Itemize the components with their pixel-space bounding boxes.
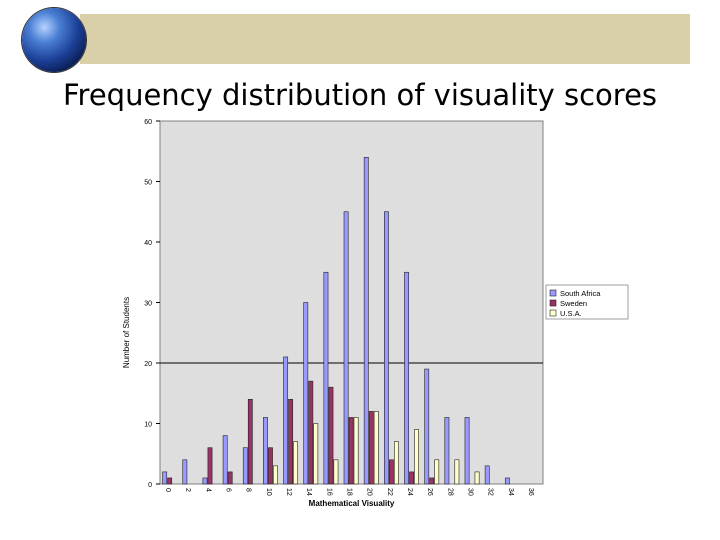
bar-southafrica-6: [222, 435, 228, 485]
bar-southafrica-14: [303, 302, 309, 485]
bar-southafrica-30: [464, 417, 470, 485]
x-tick-label: 24: [406, 488, 413, 496]
y-tick-label: 40: [144, 240, 152, 247]
bar-sweden-20: [368, 411, 374, 485]
bar-sweden-10: [268, 447, 273, 485]
bar-sweden-4: [207, 447, 213, 485]
bar-southafrica-34: [504, 477, 510, 485]
bar-southafrica-8: [242, 447, 248, 485]
y-tick-label: 20: [144, 361, 152, 368]
y-tick-label: 50: [144, 180, 152, 187]
slide-title: Frequency distribution of visuality scor…: [62, 78, 658, 112]
bar-sweden-12: [288, 398, 294, 485]
bar-southafrica-2: [182, 459, 188, 485]
bar-sweden-6: [227, 471, 233, 485]
bar-usa-24: [414, 429, 419, 485]
bar-southafrica-32: [484, 465, 490, 485]
y-tick-label: 30: [144, 301, 152, 308]
bar-usa-12: [293, 441, 299, 485]
x-tick-label: 8: [245, 488, 252, 492]
slide-banner: [0, 0, 720, 72]
x-tick-label: 4: [204, 488, 211, 492]
bar-usa-30: [474, 471, 480, 485]
bar-southafrica-24: [404, 271, 409, 485]
y-tick-label: 60: [144, 119, 152, 126]
bar-sweden-18: [348, 417, 354, 485]
x-tick-label: 34: [507, 488, 514, 496]
bar-usa-22: [394, 441, 399, 485]
bar-usa-18: [353, 417, 359, 485]
bar-southafrica-28: [444, 417, 450, 485]
bar-sweden-22: [389, 459, 394, 485]
bar-southafrica-0: [162, 471, 168, 485]
x-axis-title: Mathematical Visuality: [309, 499, 395, 508]
x-tick-label: 2: [184, 488, 191, 492]
bar-southafrica-20: [363, 156, 369, 485]
legend-swatch: [549, 289, 557, 297]
x-tick-label: 30: [466, 488, 473, 496]
x-tick-label: 22: [386, 488, 393, 496]
bar-southafrica-10: [263, 417, 268, 485]
x-tick-label: 12: [285, 488, 292, 496]
x-tick-label: 6: [225, 488, 232, 492]
x-tick-label: 26: [426, 488, 433, 496]
x-tick-label: 28: [446, 488, 453, 496]
bar-sweden-24: [409, 471, 414, 485]
x-tick-label: 16: [325, 488, 332, 496]
legend-label: Sweden: [560, 299, 587, 308]
x-tick-label: 18: [346, 488, 353, 496]
bar-sweden-8: [247, 398, 253, 485]
bar-southafrica-16: [323, 271, 329, 485]
x-tick-label: 20: [366, 488, 373, 496]
bar-usa-10: [273, 465, 278, 485]
bar-sweden-26: [429, 477, 435, 485]
y-tick-label: 10: [144, 422, 152, 429]
x-tick-label: 0: [164, 488, 171, 492]
bar-sweden-16: [328, 386, 334, 485]
x-tick-label: 36: [527, 488, 534, 496]
bar-usa-14: [313, 423, 319, 485]
x-tick-label: 14: [305, 488, 312, 496]
legend-label: South Africa: [560, 289, 601, 298]
x-tick-label: 32: [487, 488, 494, 496]
bar-southafrica-22: [384, 211, 389, 485]
bar-usa-28: [454, 459, 460, 485]
globe-icon: [22, 8, 86, 72]
world-map-strip: [80, 14, 690, 64]
legend-label: U.S.A.: [560, 309, 582, 318]
bar-usa-26: [434, 459, 440, 485]
x-tick-label: 10: [265, 488, 272, 496]
y-tick-label: 0: [148, 482, 152, 489]
bar-usa-16: [333, 459, 339, 485]
bar-southafrica-26: [424, 368, 430, 485]
bar-sweden-14: [308, 380, 314, 485]
y-axis-title: Number of Students: [122, 297, 131, 368]
legend-box: [545, 284, 629, 320]
bar-sweden-0: [167, 477, 173, 485]
bar-southafrica-18: [343, 211, 349, 485]
bar-southafrica-12: [283, 356, 289, 485]
bar-usa-20: [373, 411, 379, 485]
legend-swatch: [549, 309, 557, 317]
legend-swatch: [549, 299, 557, 307]
bar-southafrica-4: [202, 477, 208, 485]
